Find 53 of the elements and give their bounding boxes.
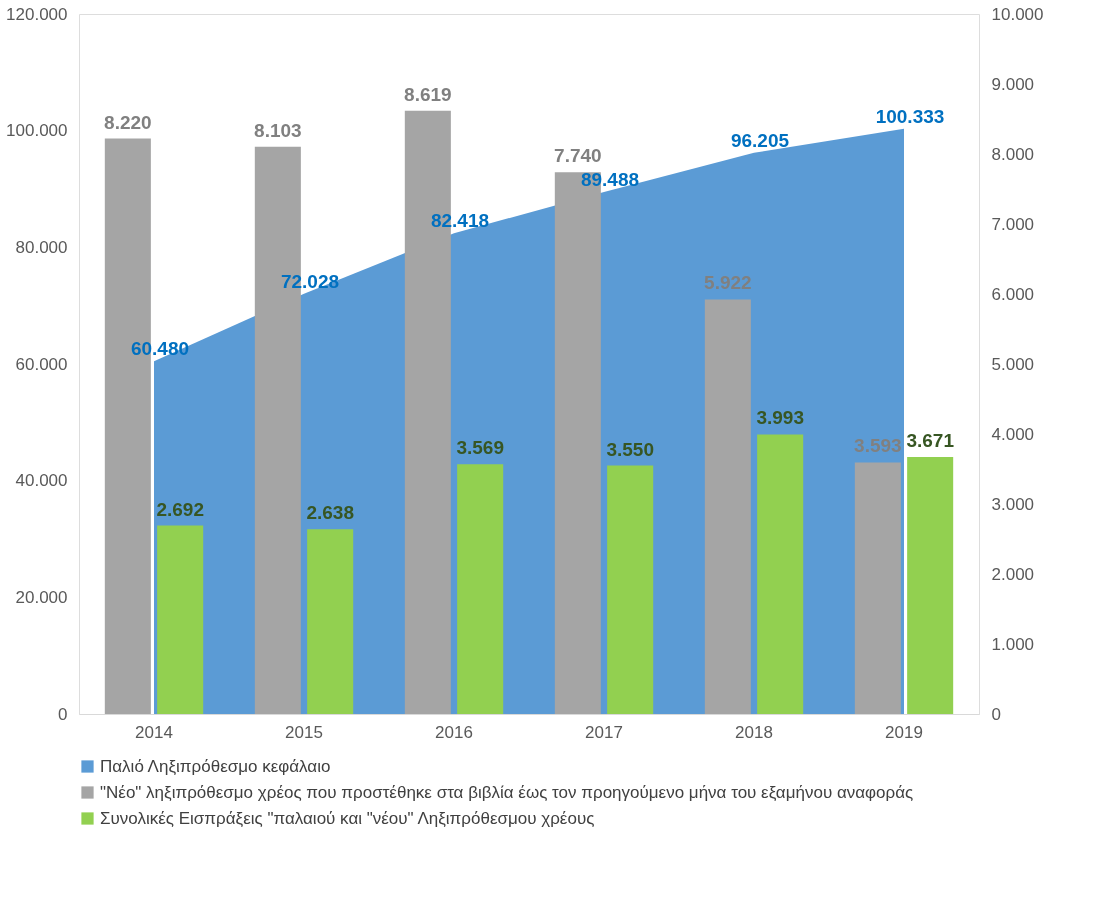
y2-tick-label: 4.000 [991,424,1035,444]
y2-tick-label: 10.000 [991,4,1044,24]
x-tick-label: 2018 [735,722,773,742]
bar [457,464,504,714]
data-label: 5.922 [704,272,752,294]
y2-tick-label: 1.000 [991,634,1035,654]
data-label: 8.220 [104,111,152,133]
legend-label: "Νέο" ληξιπρόθεσμο χρέος που προστέθηκε στα βιβλία έως τον προηγούμενο μήνα του εξαμήνου αναφοράς [100,782,914,802]
data-label: 7.740 [554,145,602,167]
bar [854,462,901,714]
y2-tick-label: 3.000 [991,494,1035,514]
x-tick-label: 2017 [585,722,623,742]
y-tick-label: 20.000 [15,587,68,607]
legend-label: Παλιό Ληξιπρόθεσμο κεφάλαιο [100,756,331,776]
data-label: 82.418 [430,210,490,232]
y-tick-label: 120.000 [6,4,68,24]
y2-tick-label: 9.000 [991,74,1035,94]
y2-tick-label: 5.000 [991,354,1035,374]
y-tick-label: 60.000 [15,354,68,374]
y-tick-label: 100.000 [6,121,68,141]
legend-label: Συνολικές Εισπράξεις "παλαιού και "νέου" Ληξιπρόθεσμου χρέους [100,808,595,828]
x-tick-label: 2014 [135,722,173,742]
data-label: 72.028 [280,270,340,292]
data-label: 60.480 [130,338,190,360]
y2-tick-label: 7.000 [991,214,1035,234]
bar [907,457,954,714]
y2-tick-label: 8.000 [991,144,1035,164]
y-tick-label: 40.000 [15,471,68,491]
x-tick-label: 2016 [435,722,473,742]
bar [704,299,751,714]
data-label: 89.488 [580,168,640,190]
y2-tick-label: 6.000 [991,284,1035,304]
bar [607,465,654,714]
y2-tick-label: 0 [991,704,1001,724]
data-label: 8.103 [254,119,302,141]
data-label: 8.619 [404,83,452,105]
data-label: 100.333 [875,105,945,127]
data-label: 3.671 [906,430,955,452]
data-label: 3.550 [606,438,654,460]
bar [307,529,354,714]
data-label: 3.993 [756,407,804,429]
y2-tick-label: 2.000 [991,564,1035,584]
y-tick-label: 0 [58,704,68,724]
data-label: 3.569 [456,437,504,459]
data-label: 2.638 [306,502,354,524]
y-tick-label: 80.000 [15,237,68,257]
bar [757,434,804,714]
x-tick-label: 2015 [285,722,323,742]
x-tick-label: 2019 [885,722,923,742]
data-label: 2.692 [156,498,204,520]
data-label: 3.593 [854,435,902,457]
data-label: 96.205 [730,129,790,151]
bar [157,525,204,714]
